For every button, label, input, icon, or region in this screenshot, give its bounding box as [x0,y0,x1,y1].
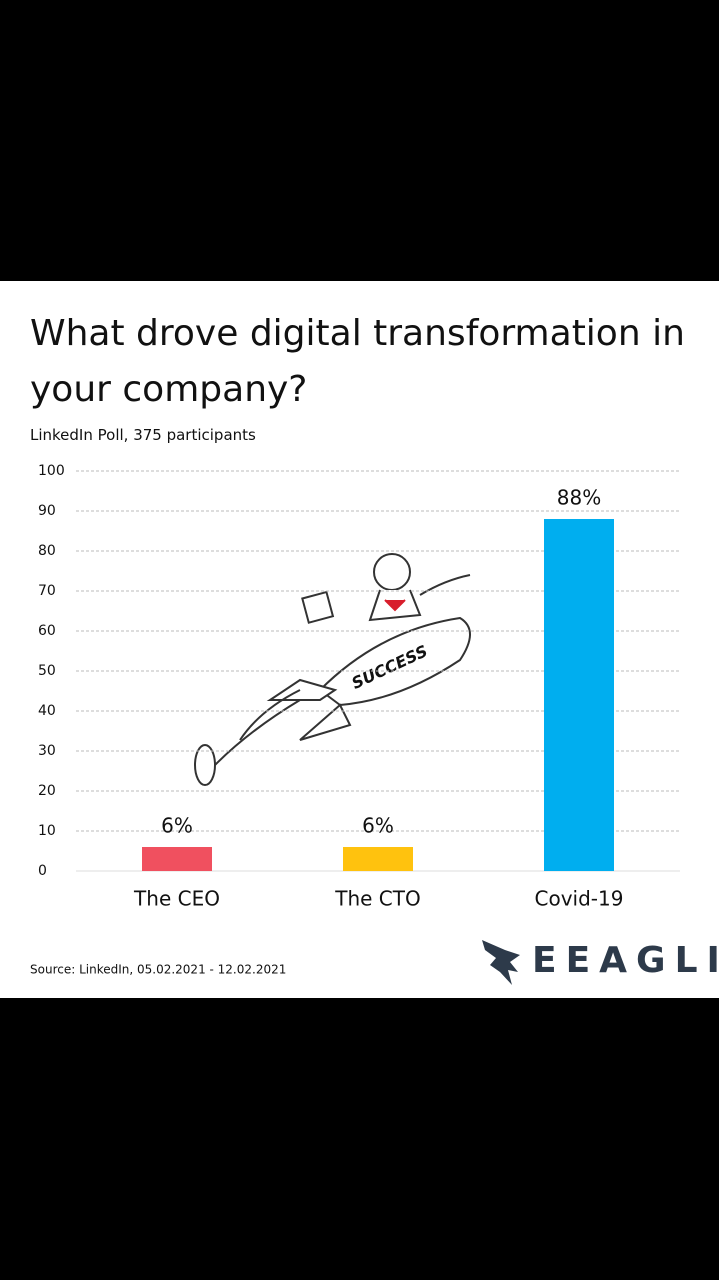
value-label: 6% [362,814,394,838]
source-note: Source: LinkedIn, 05.02.2021 - 12.02.202… [30,963,286,977]
value-label: 88% [557,486,601,510]
y-tick-label: 40 [38,703,56,719]
chart-subtitle: LinkedIn Poll, 375 participants [30,426,256,444]
bar [544,519,614,871]
brand-logo: EEAGLI [532,940,719,981]
y-tick-label: 30 [38,743,56,759]
rocket-illustration: SUCCESS [194,553,471,786]
y-tick-label: 60 [38,623,56,639]
y-tick-label: 80 [38,543,56,559]
x-tick-label: Covid-19 [535,887,624,911]
y-tick-label: 90 [38,503,56,519]
x-tick-label: The CEO [133,887,220,911]
y-tick-label: 100 [38,463,65,479]
y-tick-label: 70 [38,583,56,599]
y-tick-label: 10 [38,823,56,839]
y-tick-label: 50 [38,663,56,679]
logo-icon [482,940,520,985]
chart-title: What drove digital transformation in you… [30,313,685,410]
bar [142,847,212,871]
y-tick-label: 0 [38,863,47,879]
y-tick-label: 20 [38,783,56,799]
bar [343,847,413,871]
value-label: 6% [161,814,193,838]
x-tick-label: The CTO [334,887,420,911]
